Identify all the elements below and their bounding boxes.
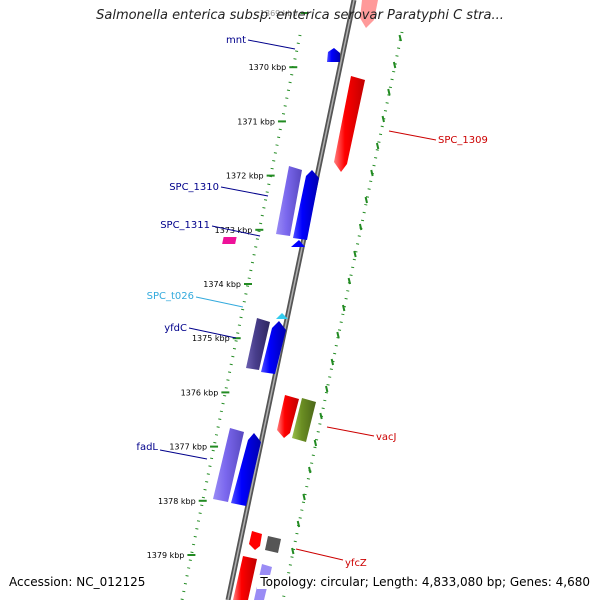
outer-dash	[313, 439, 318, 447]
gene-bottom-red[interactable]	[233, 556, 257, 600]
outer-dash	[347, 277, 352, 285]
scale-tick-label: 1372 kbp	[226, 172, 264, 181]
gene-spc-1311-magenta[interactable]	[222, 237, 237, 244]
gene-fadl-lavender[interactable]	[213, 428, 244, 502]
outer-dash	[342, 304, 346, 312]
accession-text: Accession: NC_012125	[9, 575, 146, 589]
outer-dash	[330, 358, 335, 366]
outer-dash	[353, 250, 357, 258]
outer-dash	[308, 466, 312, 474]
gene-features	[213, 0, 378, 600]
gene-spc-1310-lavender[interactable]	[276, 166, 302, 236]
gene-mnt[interactable]	[327, 48, 340, 62]
outer-dash	[387, 88, 391, 96]
outer-dash	[325, 385, 329, 393]
gene-spc-1310-blue[interactable]	[293, 170, 319, 240]
scale-tick-label: 1377 kbp	[169, 443, 207, 452]
gene-spc-1309[interactable]	[334, 76, 365, 172]
gene-spc-t026[interactable]	[276, 313, 288, 319]
outer-dash	[364, 196, 368, 204]
outer-dash	[291, 547, 295, 555]
scale-tick-label: 1369 kbp	[260, 9, 298, 18]
scale-tick-label: 1378 kbp	[158, 497, 196, 506]
outer-dash	[302, 493, 306, 501]
gene-red-near-yfcz[interactable]	[249, 531, 262, 550]
backbone-highlight	[227, 0, 355, 600]
page-title: Salmonella enterica subsp. enterica sero…	[96, 8, 504, 23]
outer-dash	[319, 412, 323, 420]
scale-tick-label: 1370 kbp	[249, 63, 287, 72]
scale-tick-label: 1376 kbp	[181, 388, 219, 397]
gene-label-yfcz[interactable]: yfcZ	[345, 558, 367, 569]
gene-label-vacj[interactable]: vacJ	[376, 432, 397, 443]
outer-dash	[392, 61, 397, 69]
scale-tick-label: 1371 kbp	[237, 117, 275, 126]
summary-text: Topology: circular; Length: 4,833,080 bp…	[257, 575, 590, 589]
outer-dash	[370, 169, 374, 177]
gene-label-spc-t026[interactable]: SPC_t026	[147, 291, 194, 302]
outer-dash	[296, 520, 301, 528]
gene-label-mnt[interactable]: mnt	[226, 35, 246, 46]
gene-spc-1311-blue[interactable]	[291, 240, 305, 247]
gene-vacj[interactable]	[292, 398, 316, 442]
outer-dash	[381, 115, 385, 123]
gene-top-partial-red[interactable]	[360, 0, 378, 28]
outer-dash	[358, 223, 363, 231]
outer-dash	[375, 142, 380, 150]
outer-ring-dashes	[285, 34, 402, 582]
outer-dotted-ring	[281, 31, 404, 600]
gene-label-spc-1311[interactable]: SPC_1311	[160, 220, 210, 231]
gene-label-spc-1310[interactable]: SPC_1310	[169, 182, 219, 193]
gene-label-fadl[interactable]: fadL	[136, 442, 158, 453]
scale-tick-label: 1374 kbp	[203, 280, 241, 289]
gene-red-near-vacj[interactable]	[277, 395, 299, 438]
gene-yfcz[interactable]	[265, 536, 281, 553]
gene-label-yfdc[interactable]: yfdC	[164, 323, 187, 334]
outer-dash	[336, 331, 340, 339]
outer-dash	[398, 34, 402, 42]
scale-tick-label: 1375 kbp	[192, 334, 230, 343]
scale-tick-label: 1379 kbp	[147, 551, 185, 560]
gene-fadl-blue[interactable]	[231, 433, 261, 506]
gene-yfdc-blue[interactable]	[261, 321, 286, 374]
gene-labels: mnt SPC_1309 SPC_1310 SPC_1311 SPC_t026 …	[136, 35, 487, 569]
inner-dotted-ring	[180, 34, 302, 600]
gene-label-spc-1309[interactable]: SPC_1309	[438, 135, 488, 146]
gene-yfdc-dark[interactable]	[246, 318, 270, 370]
